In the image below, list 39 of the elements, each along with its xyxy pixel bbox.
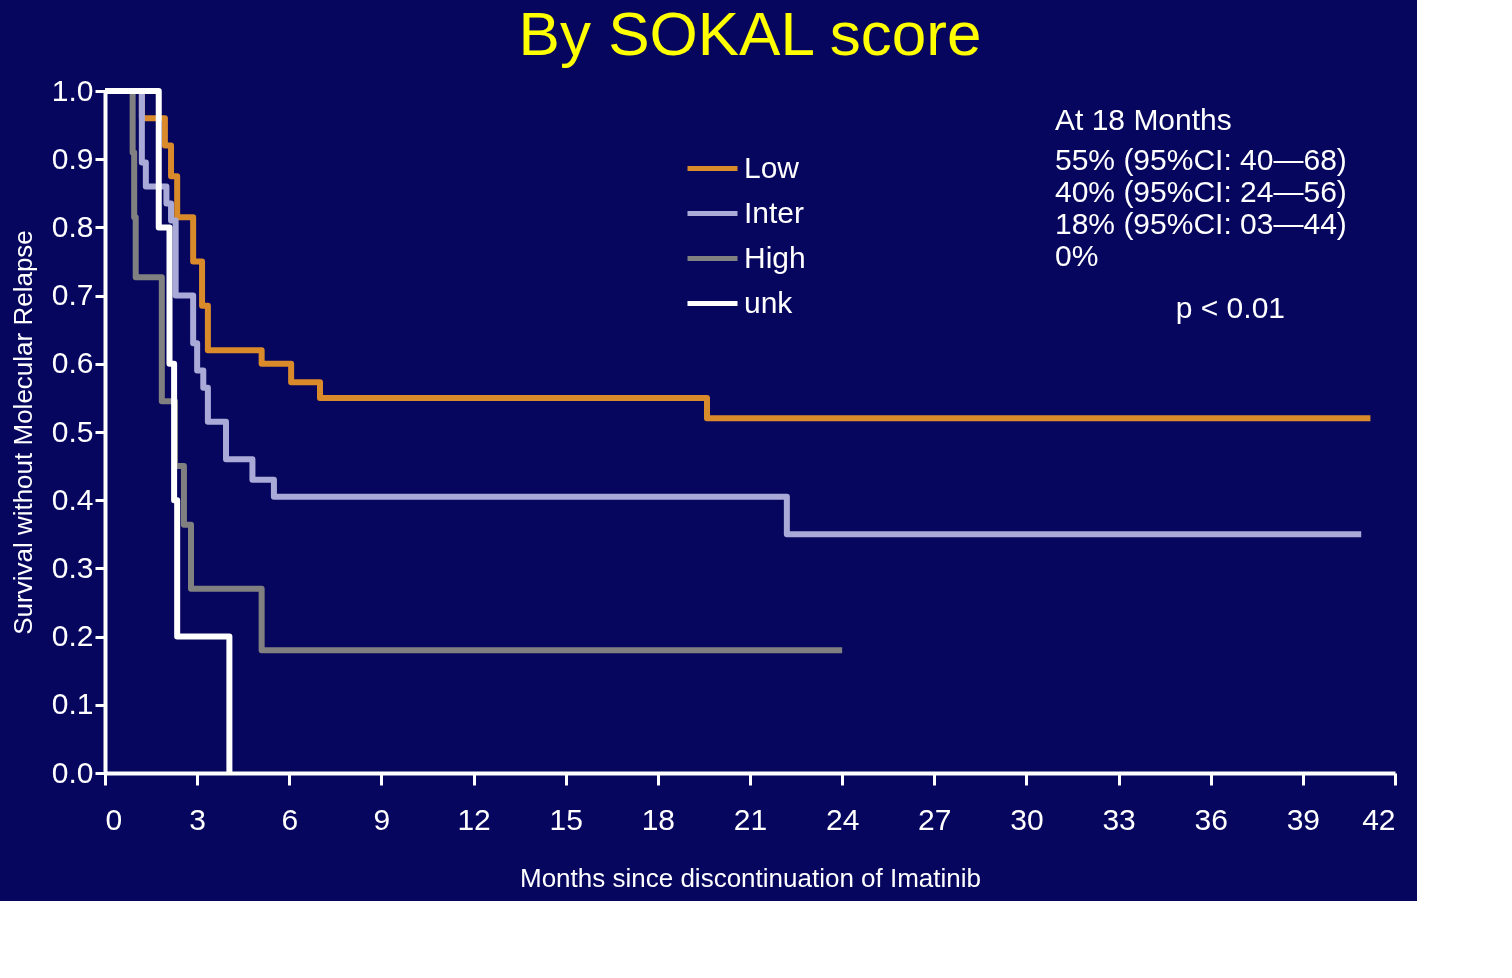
chart-title: By SOKAL score [518, 0, 982, 68]
x-tick-label: 3 [189, 802, 206, 836]
y-tick-label: 0.1 [51, 687, 94, 721]
x-tick-label: 36 [1194, 802, 1228, 836]
annotation: 40% (95%CI: 24—56) [1055, 175, 1347, 208]
y-axis-title: Survival without Molecular Relapse [7, 230, 38, 635]
x-axis-title: Months since discontinuation of Imatinib [519, 862, 982, 893]
x-tick-label: 12 [457, 802, 491, 836]
x-tick-label: 0 [105, 802, 123, 836]
y-tick-label: 0.6 [51, 346, 94, 380]
y-tick-label: 0.8 [51, 209, 94, 243]
annotation: 0% [1055, 239, 1099, 272]
y-tick-label: 0.4 [51, 482, 94, 516]
x-tick-label: 33 [1102, 802, 1136, 836]
annotation: 55% (95%CI: 40—68) [1055, 143, 1347, 176]
legend-label: High [744, 240, 806, 274]
annotation: At 18 Months [1055, 103, 1232, 136]
y-tick-label: 0.7 [51, 278, 94, 312]
x-tick-label: 24 [825, 802, 860, 836]
x-tick-label: 30 [1010, 802, 1044, 836]
annotation: 18% (95%CI: 03—44) [1055, 207, 1347, 240]
y-tick-label: 1.0 [51, 73, 94, 107]
x-tick-label: 27 [918, 802, 952, 836]
y-tick-label: 0.3 [51, 550, 94, 584]
y-tick-label: 0.0 [51, 755, 94, 789]
x-tick-label: 21 [733, 802, 768, 836]
x-tick-label: 6 [281, 802, 299, 836]
y-tick-label: 0.9 [51, 141, 94, 175]
annotation: p < 0.01 [1175, 291, 1285, 324]
x-tick-label: 18 [641, 802, 676, 836]
legend-label: Low [744, 150, 800, 184]
x-tick-label: 15 [549, 802, 583, 836]
x-tick-label: 42 [1362, 802, 1396, 836]
legend-label: unk [744, 285, 794, 319]
x-tick-label: 39 [1286, 802, 1321, 836]
legend-label: Inter [744, 195, 805, 229]
x-tick-label: 9 [373, 802, 391, 836]
y-tick-label: 0.5 [51, 414, 94, 448]
y-tick-label: 0.2 [51, 619, 94, 653]
